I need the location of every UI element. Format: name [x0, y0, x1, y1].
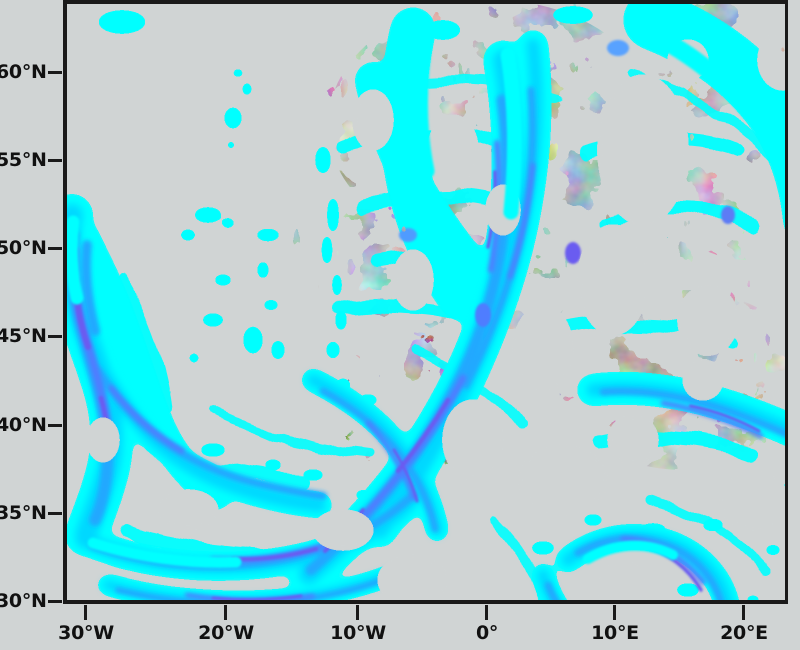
- highlight-layer: [64, 21, 759, 568]
- x-axis-label-10e: 10°E: [591, 622, 639, 644]
- y-tick-55n: [48, 159, 62, 162]
- x-axis-label-10w: 10°W: [330, 622, 386, 644]
- y-axis-label-40n: 40°N: [0, 414, 47, 436]
- y-tick-30n: [48, 600, 62, 603]
- map-plot-area[interactable]: [63, 0, 788, 604]
- x-tick-30w: [84, 605, 87, 620]
- x-axis-label-20w: 20°W: [198, 622, 254, 644]
- y-tick-45n: [48, 335, 62, 338]
- y-axis-label-60n: 60°N: [0, 61, 47, 83]
- y-axis-label-55n: 55°N: [0, 149, 47, 171]
- x-axis-label-30w: 30°W: [58, 622, 114, 644]
- tracer-field-raster: [63, 0, 788, 604]
- x-tick-10e: [613, 605, 616, 620]
- x-axis-label-0: 0°: [475, 622, 499, 644]
- x-tick-0: [485, 605, 488, 620]
- y-tick-50n: [48, 247, 62, 250]
- y-axis-label-30n: 30°N: [0, 590, 47, 612]
- y-axis-label-35n: 35°N: [0, 502, 47, 524]
- y-axis-label-45n: 45°N: [0, 325, 47, 347]
- x-axis-label-20e: 20°E: [720, 622, 768, 644]
- y-tick-35n: [48, 512, 62, 515]
- y-axis-label-50n: 50°N: [0, 237, 47, 259]
- x-tick-20w: [224, 605, 227, 620]
- x-tick-20e: [742, 605, 745, 620]
- y-tick-60n: [48, 71, 62, 74]
- y-tick-40n: [48, 424, 62, 427]
- x-tick-10w: [356, 605, 359, 620]
